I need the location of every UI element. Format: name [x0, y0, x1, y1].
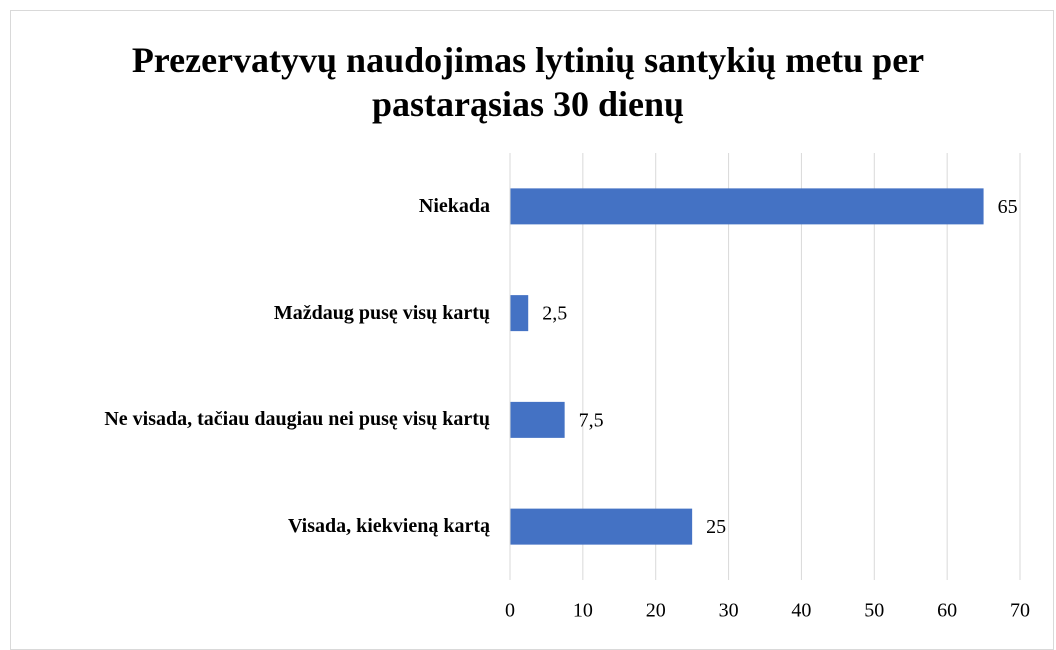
category-label-box: Maždaug pusę visų kartų [10, 301, 490, 326]
y-tick-label: Ne visada, tačiau daugiau nei pusę visų … [104, 408, 490, 431]
bar [510, 295, 529, 332]
data-label: 2,5 [542, 303, 567, 325]
category-label-box: Ne visada, tačiau daugiau nei pusę visų … [10, 407, 490, 432]
y-tick-label: Visada, kiekvieną kartą [287, 515, 490, 538]
bar [510, 508, 693, 545]
bar [510, 188, 984, 225]
x-tick-label: 10 [573, 600, 593, 622]
data-label: 25 [706, 516, 726, 538]
x-tick-label: 60 [937, 600, 957, 622]
bar [510, 401, 565, 438]
chart-title: Prezervatyvų naudojimas lytinių santykių… [131, 40, 925, 124]
y-tick-label: Niekada [418, 194, 490, 217]
x-tick-label: 50 [864, 600, 884, 622]
x-tick-label: 70 [1010, 600, 1030, 622]
category-label-box: Visada, kiekvieną kartą [10, 514, 490, 539]
y-tick-label: Maždaug pusę visų kartų [273, 301, 490, 324]
category-label-box: Niekada [10, 194, 490, 219]
x-tick-label: 20 [646, 600, 666, 622]
x-tick-label: 40 [791, 600, 811, 622]
x-tick-label: 30 [719, 600, 739, 622]
x-tick-label: 0 [505, 600, 515, 622]
data-label: 65 [998, 196, 1018, 218]
data-label: 7,5 [579, 409, 604, 431]
